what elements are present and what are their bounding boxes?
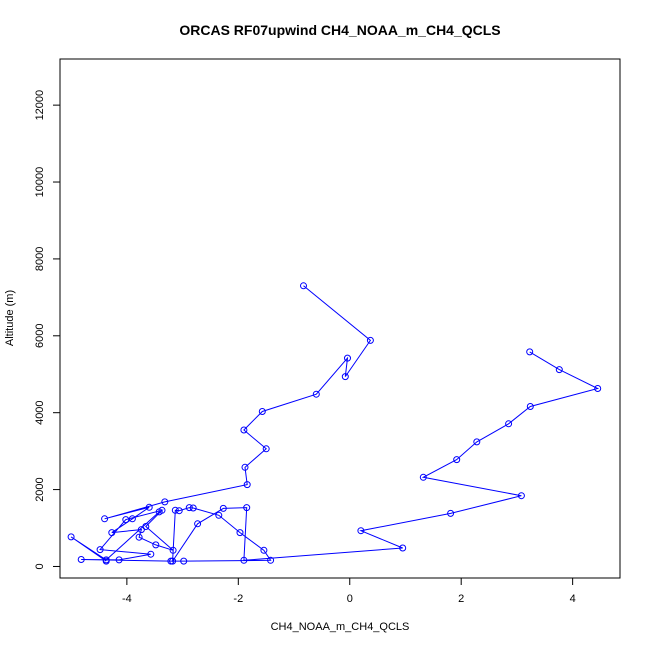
data-point (526, 403, 534, 410)
data-point (115, 556, 123, 564)
data-point (399, 544, 407, 552)
data-point (312, 390, 320, 398)
data-point (241, 463, 249, 471)
data-point (243, 481, 251, 489)
data-point (169, 546, 177, 554)
data-point (128, 515, 136, 523)
data-point (258, 408, 266, 415)
data-point (145, 503, 153, 511)
x-tick-label: -4 (122, 593, 132, 605)
y-tick-label: 4000 (34, 400, 46, 424)
data-point (594, 385, 602, 392)
data-point (344, 354, 351, 362)
y-tick-label: 12000 (34, 90, 46, 121)
series-line (81, 285, 600, 563)
data-point (155, 508, 163, 516)
data-point (526, 348, 534, 356)
data-point (96, 546, 104, 554)
y-tick-label: 8000 (34, 247, 46, 271)
data-point (240, 426, 248, 434)
y-tick-label: 6000 (34, 324, 46, 348)
data-point (453, 456, 461, 464)
data-point (240, 556, 248, 564)
x-axis-label: CH4_NOAA_m_CH4_QCLS (271, 621, 410, 633)
x-tick-label: 0 (347, 593, 353, 605)
data-point (341, 373, 349, 381)
data-point (142, 523, 150, 530)
data-point (161, 498, 169, 506)
data-point (152, 541, 160, 549)
y-axis-label: Altitude (m) (4, 290, 16, 346)
data-point (262, 445, 270, 453)
x-tick-label: 2 (458, 593, 464, 605)
data-point (215, 511, 223, 519)
data-point (171, 506, 179, 514)
data-point (447, 509, 455, 517)
data-point (366, 336, 374, 344)
data-point (67, 533, 75, 541)
data-point (236, 529, 244, 537)
data-point (180, 557, 188, 565)
data-point (555, 366, 563, 374)
plot-area (67, 282, 602, 565)
plot-frame (59, 58, 621, 579)
data-point (505, 420, 513, 428)
y-tick-label: 10000 (34, 167, 46, 198)
data-point (357, 527, 365, 535)
data-point (169, 557, 177, 565)
data-point (147, 550, 155, 558)
y-tick-label: 0 (34, 563, 46, 569)
data-point (300, 282, 307, 290)
data-point (175, 507, 183, 515)
data-point (189, 504, 197, 512)
series-line (70, 511, 160, 562)
data-point (219, 504, 227, 512)
data-point (185, 504, 193, 512)
data-point (419, 473, 427, 481)
data-point (473, 438, 481, 446)
data-point (102, 557, 110, 565)
x-tick-label: 4 (570, 593, 576, 605)
data-point (108, 529, 116, 537)
data-point (101, 515, 109, 523)
data-point (260, 546, 268, 554)
data-point (267, 556, 275, 564)
y-axis: 0 2000 4000 6000 8000 10000 12000 (34, 90, 60, 570)
x-axis: -4 -2 0 2 4 (122, 578, 576, 605)
y-tick-label: 2000 (34, 477, 46, 501)
data-point (517, 492, 525, 500)
chart-title: ORCAS RF07upwind CH4_NOAA_m_CH4_QCLS (179, 22, 500, 38)
data-point (194, 520, 202, 528)
x-tick-label: -2 (233, 593, 243, 605)
data-point (122, 516, 130, 524)
data-point (77, 556, 85, 563)
data-point (243, 504, 251, 512)
data-point (135, 533, 143, 541)
